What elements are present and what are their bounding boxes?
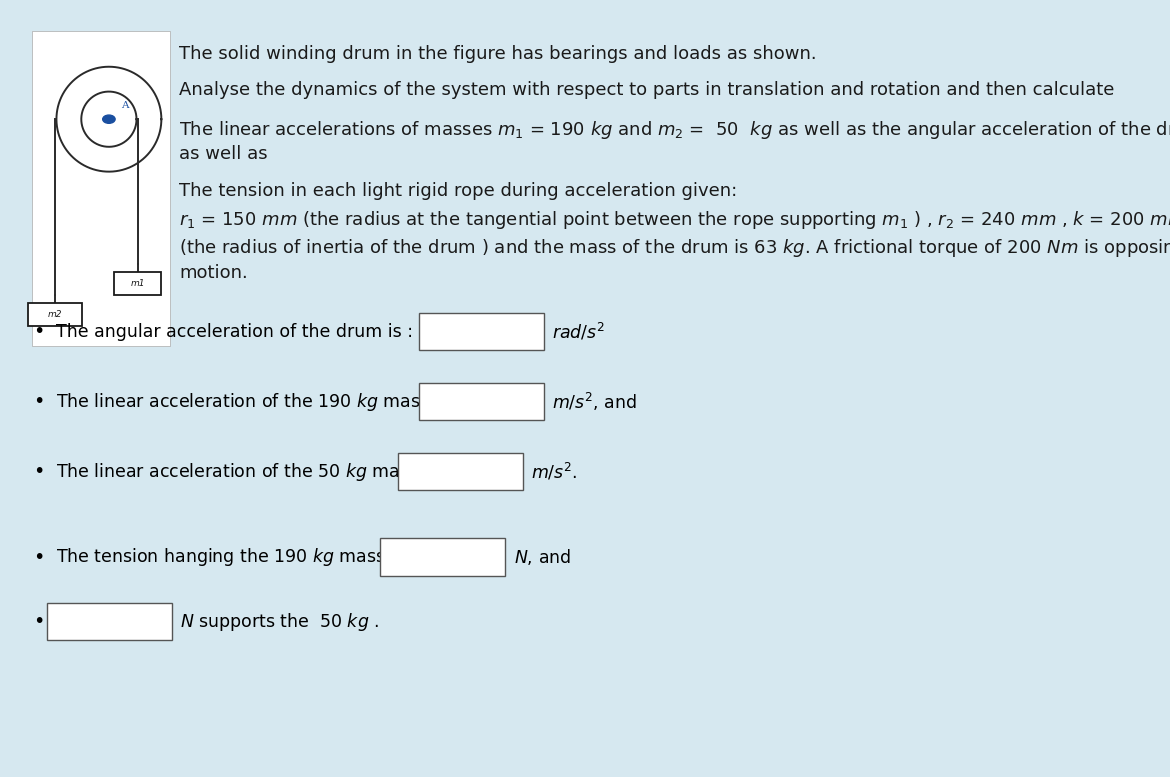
Text: •: • (33, 612, 44, 631)
FancyBboxPatch shape (32, 31, 170, 346)
FancyBboxPatch shape (419, 313, 544, 350)
Text: as well as: as well as (179, 145, 268, 163)
Text: $N$ supports the  50 $kg$ .: $N$ supports the 50 $kg$ . (180, 611, 379, 632)
Text: •: • (33, 322, 44, 341)
Text: $rad/s^2$: $rad/s^2$ (552, 321, 605, 343)
Text: $m/s^2$.: $m/s^2$. (531, 461, 578, 483)
Text: The tension hanging the 190 $kg$ mass is: The tension hanging the 190 $kg$ mass is (56, 546, 405, 568)
Text: •: • (33, 462, 44, 481)
Text: •: • (33, 392, 44, 411)
Text: •: • (33, 548, 44, 566)
Text: $N$, and: $N$, and (514, 547, 571, 567)
FancyBboxPatch shape (419, 383, 544, 420)
Text: The tension in each light rigid rope during acceleration given:: The tension in each light rigid rope dur… (179, 182, 737, 200)
FancyBboxPatch shape (28, 303, 82, 326)
Text: Analyse the dynamics of the system with respect to parts in translation and rota: Analyse the dynamics of the system with … (179, 81, 1114, 99)
Circle shape (103, 115, 115, 124)
FancyBboxPatch shape (380, 538, 505, 576)
Text: $m/s^2$, and: $m/s^2$, and (552, 391, 638, 413)
Text: The linear accelerations of masses $m_1$ = 190 $kg$ and $m_2$ =  50  $kg$ as wel: The linear accelerations of masses $m_1$… (179, 119, 1170, 141)
Text: The linear acceleration of the 50 $kg$ mass is: The linear acceleration of the 50 $kg$ m… (56, 461, 438, 483)
Text: The angular acceleration of the drum is :: The angular acceleration of the drum is … (56, 322, 413, 341)
Text: (the radius of inertia of the drum ) and the mass of the drum is 63 $kg$. A fric: (the radius of inertia of the drum ) and… (179, 237, 1170, 259)
Text: $r_1$ = 150 $mm$ (the radius at the tangential point between the rope supporting: $r_1$ = 150 $mm$ (the radius at the tang… (179, 209, 1170, 231)
FancyBboxPatch shape (398, 453, 523, 490)
FancyBboxPatch shape (47, 603, 172, 640)
Text: A: A (121, 101, 128, 110)
Text: m2: m2 (48, 310, 62, 319)
Text: The solid winding drum in the figure has bearings and loads as shown.: The solid winding drum in the figure has… (179, 45, 817, 63)
Text: The linear acceleration of the 190 $kg$ mass is: The linear acceleration of the 190 $kg$ … (56, 391, 449, 413)
Text: motion.: motion. (179, 264, 248, 282)
FancyBboxPatch shape (115, 272, 161, 295)
Text: m1: m1 (130, 279, 145, 288)
